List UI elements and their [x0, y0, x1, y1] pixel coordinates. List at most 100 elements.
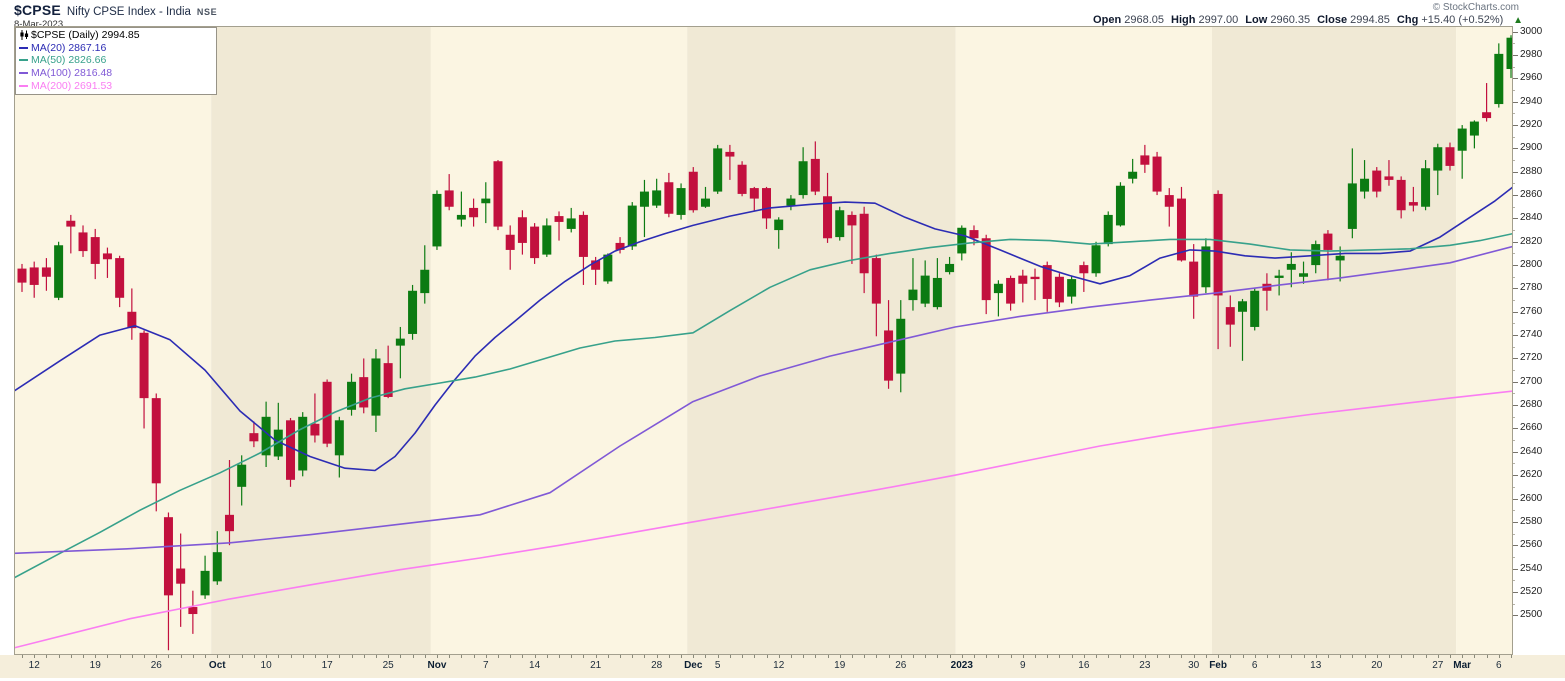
candle-body [456, 214, 466, 220]
x-axis-day-label: 14 [529, 660, 541, 671]
month-band-sep [14, 26, 212, 655]
x-axis-tick [1511, 655, 1512, 658]
candle-body [810, 158, 820, 192]
y-axis-label: 2660 [1520, 422, 1543, 434]
x-axis-tick [400, 655, 402, 658]
candle [786, 195, 796, 211]
x-axis-month-label: 2023 [950, 660, 973, 671]
month-band-nov [430, 26, 688, 655]
y-axis-minor-tick [1513, 253, 1515, 255]
candle [1054, 273, 1064, 308]
candle [1408, 186, 1418, 212]
x-axis-day-label: 5 [714, 660, 721, 671]
candle [127, 288, 137, 340]
x-axis-tick [851, 655, 853, 658]
candle-body [1140, 155, 1150, 165]
candle [1311, 240, 1321, 274]
candle [737, 161, 747, 197]
x-axis-tick [559, 655, 561, 658]
x-axis-day-label: 17 [321, 660, 333, 671]
candle [151, 393, 161, 512]
candle-body [1128, 171, 1138, 179]
x-axis-tick [1327, 655, 1329, 658]
candle-body [1079, 265, 1089, 274]
candle-body [176, 568, 186, 584]
x-axis-tick [339, 655, 341, 658]
ma-line-swatch [19, 46, 28, 49]
candle [1238, 298, 1247, 361]
x-axis-tick [864, 655, 866, 658]
candle [1506, 35, 1513, 78]
candle [823, 172, 833, 243]
x-axis-tick [1364, 655, 1366, 658]
candle [395, 326, 405, 379]
x-axis-tick [1132, 655, 1134, 658]
candle [908, 258, 918, 311]
y-axis-minor-tick [1513, 346, 1515, 348]
month-bands [14, 26, 1513, 655]
candle-body [54, 245, 64, 298]
candle-body [420, 269, 430, 294]
candle-body [188, 607, 198, 615]
x-axis-tick [1449, 655, 1451, 658]
x-axis-tick [1437, 655, 1439, 658]
exchange-label: NSE [196, 7, 218, 17]
y-axis-label: 2540 [1520, 562, 1543, 574]
y-axis-minor-tick [1513, 486, 1515, 488]
x-axis-tick [485, 655, 487, 658]
candle [78, 225, 88, 257]
x-axis-tick [571, 655, 573, 658]
candle-body [1433, 147, 1443, 171]
candle-body [1238, 301, 1247, 312]
candlestick-icon [20, 30, 29, 41]
candle [188, 590, 198, 634]
candle-body [505, 234, 515, 250]
candle-body [1347, 183, 1357, 229]
x-axis-tick [1486, 655, 1488, 658]
candle [676, 183, 686, 220]
candle [896, 300, 906, 393]
x-axis-tick [1218, 655, 1220, 658]
x-axis-tick [546, 655, 548, 658]
candle-body [163, 517, 173, 596]
x-axis-tick [144, 655, 146, 658]
x-axis-tick [1401, 655, 1403, 658]
candle-body [408, 290, 418, 334]
candle-body [908, 289, 918, 301]
symbol-label: $CPSE [14, 2, 61, 18]
x-axis-tick [1205, 655, 1207, 658]
candle [359, 358, 369, 414]
candle [1079, 261, 1089, 292]
x-axis-day-label: 30 [1188, 660, 1200, 671]
candle [408, 284, 418, 340]
x-axis-tick [754, 655, 756, 658]
candle-body [469, 207, 479, 218]
x-axis-tick [1010, 655, 1012, 658]
month-band-dec [687, 26, 956, 655]
y-axis-label: 2520 [1520, 585, 1543, 597]
candle [1152, 151, 1162, 196]
legend-item: MA(50) 2826.66 [19, 54, 213, 67]
month-band-oct [211, 26, 431, 655]
y-axis-minor-tick [1513, 183, 1515, 185]
x-axis-tick [424, 655, 426, 658]
x-axis-tick [656, 655, 658, 658]
x-axis-day-label: 19 [834, 660, 846, 671]
candle-body [1299, 273, 1309, 277]
y-axis-minor-tick [1513, 323, 1515, 325]
x-axis-tick [729, 655, 731, 658]
x-axis-tick [461, 655, 463, 658]
candle [920, 260, 930, 308]
y-axis-minor-tick [1513, 66, 1515, 68]
candle-body [517, 217, 527, 243]
legend-label: MA(20) 2867.16 [31, 41, 107, 54]
candle [615, 237, 625, 254]
chart-legend: $CPSE (Daily) 2994.85 MA(20) 2867.16 MA(50… [15, 27, 217, 95]
ma-line-swatch [19, 84, 28, 87]
candle-body [200, 570, 210, 596]
x-axis-day-label: 28 [651, 660, 663, 671]
x-axis-tick [803, 655, 805, 658]
x-axis-tick [436, 655, 438, 658]
x-axis-month-label: Feb [1209, 660, 1227, 671]
chart-date: 8-Mar-2023 [14, 19, 64, 30]
